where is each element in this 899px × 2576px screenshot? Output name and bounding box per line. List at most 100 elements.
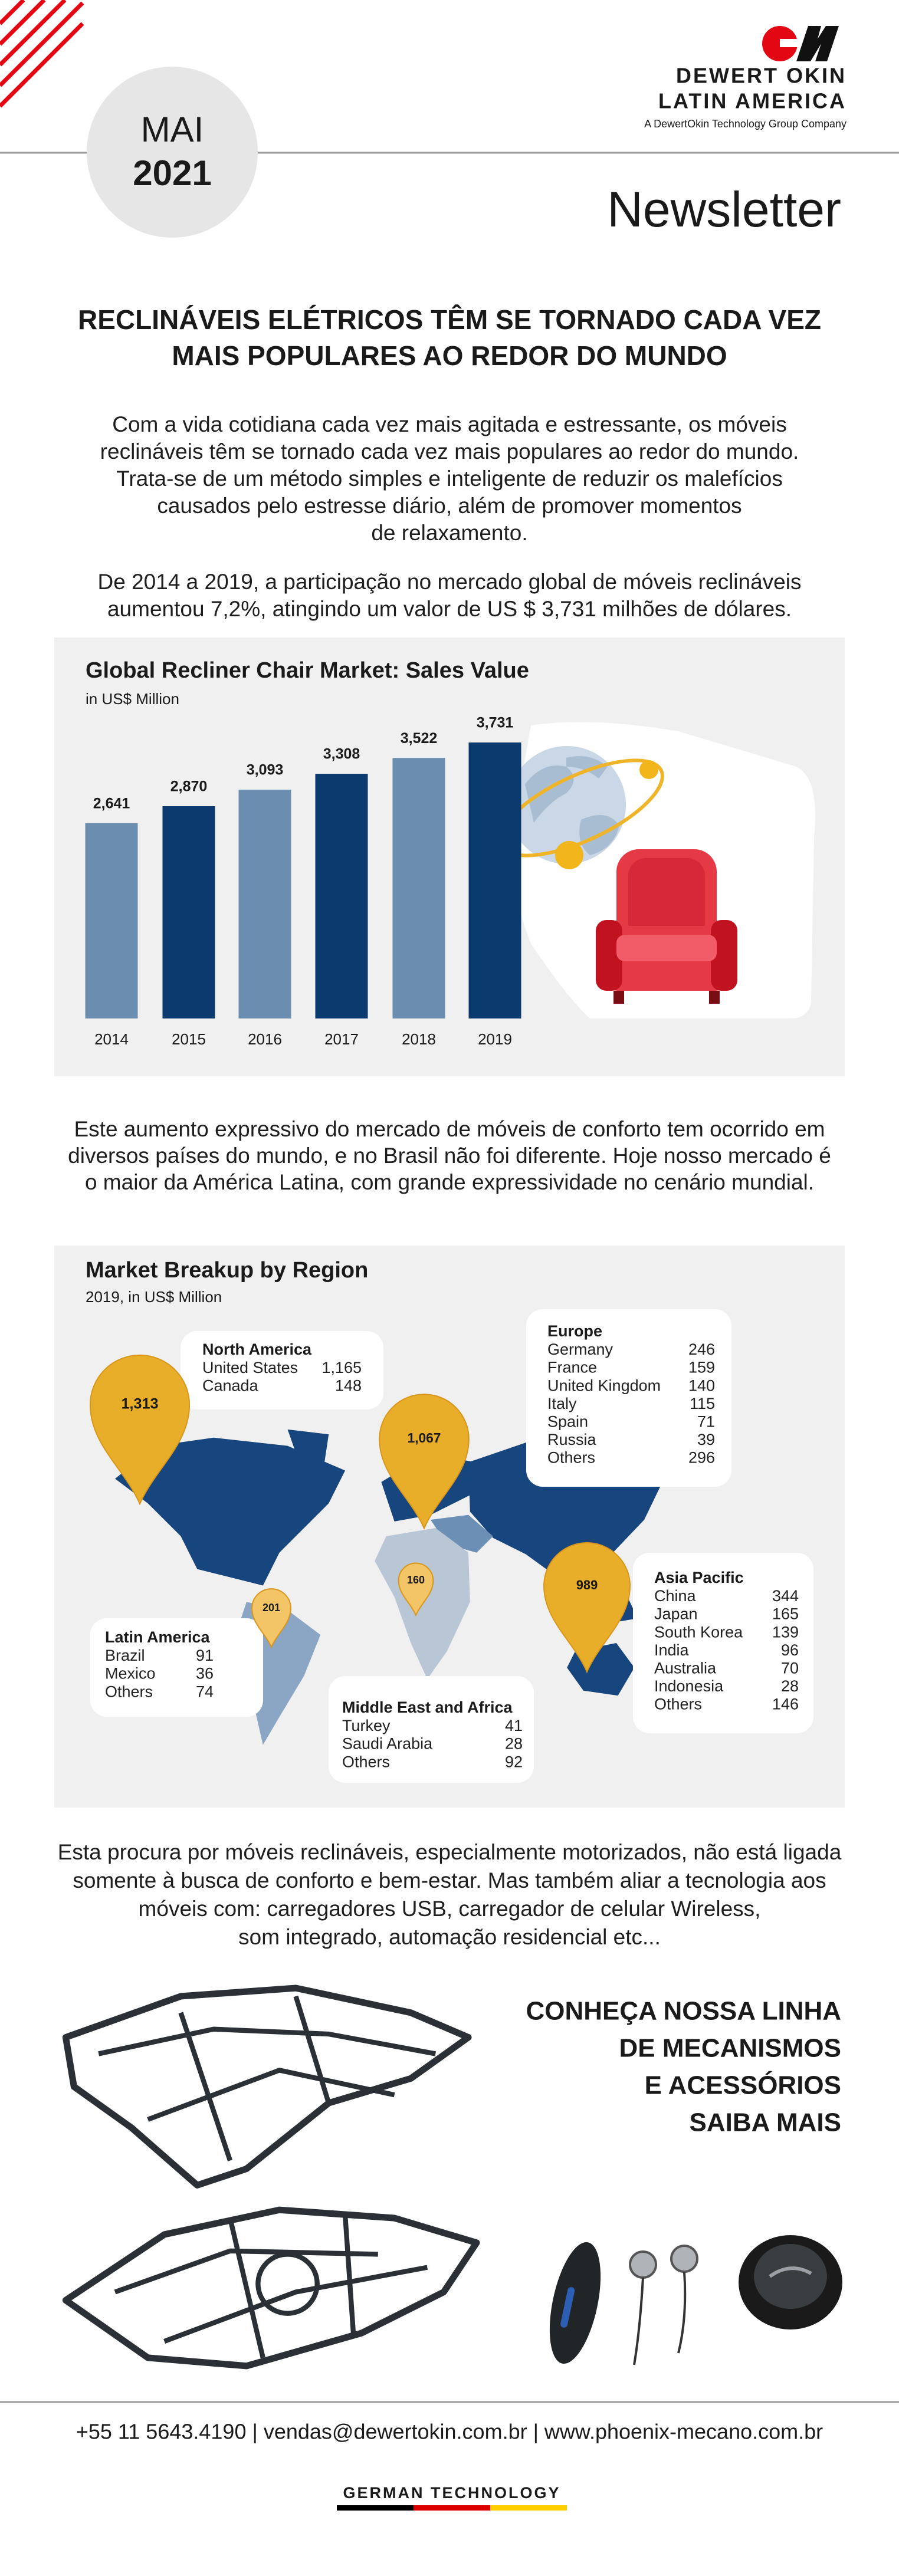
region-item-value: 36 bbox=[196, 1665, 214, 1683]
corner-stripes bbox=[0, 0, 84, 108]
region-pin-label: 989 bbox=[576, 1578, 598, 1592]
region-item-label: Brazil bbox=[105, 1647, 145, 1664]
company-tagline: A DewertOkin Technology Group Company bbox=[644, 118, 846, 130]
region-item-value: 92 bbox=[505, 1753, 523, 1770]
region-item-value: 165 bbox=[772, 1605, 799, 1623]
paragraph-line: Com a vida cotidiana cada vez mais agita… bbox=[112, 412, 786, 436]
paragraph-line: som integrado, automação residencial etc… bbox=[238, 1925, 661, 1949]
recliner-illustration bbox=[498, 722, 815, 1018]
paragraph-line: reclináveis têm se tornado cada vez mais… bbox=[100, 439, 799, 464]
region-item-value: 140 bbox=[688, 1376, 715, 1394]
region-box bbox=[526, 1309, 731, 1487]
region-item-value: 148 bbox=[335, 1377, 362, 1395]
x-tick-label: 2017 bbox=[324, 1030, 359, 1048]
region-item-label: Saudi Arabia bbox=[342, 1735, 433, 1753]
region-item-label: Others bbox=[342, 1753, 390, 1770]
mechanism-images bbox=[62, 1984, 480, 2370]
chart-title: Global Recliner Chair Market: Sales Valu… bbox=[86, 658, 529, 683]
region-item-label: France bbox=[547, 1359, 597, 1376]
region-item-label: Australia bbox=[654, 1660, 717, 1677]
region-item-label: China bbox=[654, 1587, 697, 1605]
bar-value-label: 3,093 bbox=[247, 762, 284, 778]
region-item-label: United Kingdom bbox=[547, 1376, 661, 1394]
footer-tagline: GERMAN TECHNOLOGY bbox=[343, 2484, 560, 2502]
region-pin bbox=[379, 1394, 470, 1530]
logo bbox=[762, 26, 839, 61]
region-item-label: India bbox=[654, 1641, 690, 1659]
region-item-value: 71 bbox=[697, 1413, 715, 1431]
company-region: LATIN AMERICA bbox=[658, 89, 846, 113]
cta-line: E ACESSÓRIOS bbox=[645, 2071, 841, 2100]
cta: CONHEÇA NOSSA LINHA DE MECANISMOS E ACESSÓ… bbox=[526, 1997, 841, 2137]
region-item-label: Germany bbox=[547, 1340, 613, 1358]
paragraph-line: diversos países do mundo, e no Brasil nã… bbox=[68, 1144, 831, 1168]
region-item-value: 70 bbox=[781, 1660, 799, 1677]
region-pin bbox=[251, 1588, 291, 1649]
region-item-label: Japan bbox=[654, 1605, 698, 1623]
region-item-value: 39 bbox=[697, 1431, 715, 1448]
bar bbox=[392, 758, 445, 1018]
bar bbox=[85, 823, 138, 1018]
region-name: Latin America bbox=[105, 1628, 211, 1646]
german-flag-bar bbox=[337, 2505, 567, 2511]
bar-value-label: 3,308 bbox=[323, 746, 360, 763]
article-continued: Este aumento expressivo do mercado de mó… bbox=[58, 1117, 842, 1949]
company-name: DEWERT OKIN bbox=[676, 64, 846, 88]
region-item-value: 159 bbox=[688, 1359, 715, 1376]
article: RECLINÁVEIS ELÉTRICOS TÊM SE TORNADO CAD… bbox=[78, 304, 821, 621]
region-item-label: Turkey bbox=[342, 1717, 391, 1734]
region-item-label: Italy bbox=[547, 1395, 577, 1412]
region-item-value: 344 bbox=[772, 1587, 799, 1605]
article-title: RECLINÁVEIS ELÉTRICOS TÊM SE TORNADO CAD… bbox=[78, 304, 821, 335]
region-box bbox=[181, 1331, 383, 1409]
map-subtitle: 2019, in US$ Million bbox=[86, 1288, 222, 1306]
region-item-value: 1,165 bbox=[321, 1359, 362, 1376]
region-pin bbox=[89, 1355, 191, 1506]
bar-value-label: 2,870 bbox=[170, 778, 208, 795]
x-tick-label: 2016 bbox=[248, 1030, 282, 1048]
region-name: Middle East and Africa bbox=[342, 1698, 513, 1716]
region-item-label: Mexico bbox=[105, 1665, 156, 1683]
bar-value-label: 2,641 bbox=[93, 795, 130, 811]
region-item-label: United States bbox=[202, 1359, 298, 1376]
region-item-value: 139 bbox=[772, 1623, 799, 1641]
bar-value-label: 3,731 bbox=[477, 715, 514, 731]
region-item-label: Indonesia bbox=[654, 1677, 724, 1695]
region-box bbox=[633, 1553, 813, 1733]
bar bbox=[238, 790, 291, 1018]
paragraph-line: de relaxamento. bbox=[371, 521, 527, 545]
bar bbox=[315, 774, 368, 1018]
x-tick-label: 2014 bbox=[94, 1030, 129, 1048]
x-tick-label: 2019 bbox=[478, 1030, 512, 1048]
region-box bbox=[90, 1618, 263, 1717]
year: 2021 bbox=[133, 153, 211, 193]
paragraph-line: De 2014 a 2019, a participação no mercad… bbox=[98, 570, 802, 594]
region-item-value: 115 bbox=[690, 1395, 715, 1412]
region-box bbox=[329, 1676, 534, 1783]
region-item-value: 146 bbox=[772, 1696, 799, 1713]
region-item-value: 246 bbox=[688, 1340, 715, 1358]
region-name: Asia Pacific bbox=[654, 1569, 744, 1586]
cta-line: DE MECANISMOS bbox=[619, 2034, 841, 2063]
region-item-value: 296 bbox=[688, 1449, 715, 1467]
paragraph-line: móveis com: carregadores USB, carregador… bbox=[139, 1897, 761, 1921]
chart-subtitle: in US$ Million bbox=[86, 690, 179, 708]
region-name: Europe bbox=[547, 1322, 602, 1340]
region-item-value: 91 bbox=[196, 1647, 214, 1664]
region-name: North America bbox=[202, 1340, 312, 1358]
region-item-label: South Korea bbox=[654, 1623, 743, 1641]
x-tick-label: 2018 bbox=[402, 1030, 436, 1048]
paragraph-line: causados pelo estresse diário, além de p… bbox=[157, 494, 741, 518]
cta-link[interactable]: SAIBA MAIS bbox=[690, 2108, 842, 2137]
date-badge bbox=[87, 67, 258, 238]
paragraph-line: Este aumento expressivo do mercado de mó… bbox=[74, 1117, 825, 1141]
region-item-label: Others bbox=[547, 1449, 595, 1467]
paragraph-line: Esta procura por móveis reclináveis, esp… bbox=[58, 1840, 842, 1864]
article-title: MAIS POPULARES AO REDOR DO MUNDO bbox=[172, 340, 727, 371]
region-pin-label: 1,067 bbox=[408, 1430, 441, 1445]
region-item-label: Spain bbox=[547, 1413, 588, 1431]
map-title: Market Breakup by Region bbox=[86, 1258, 368, 1283]
month: MAI bbox=[141, 110, 204, 149]
